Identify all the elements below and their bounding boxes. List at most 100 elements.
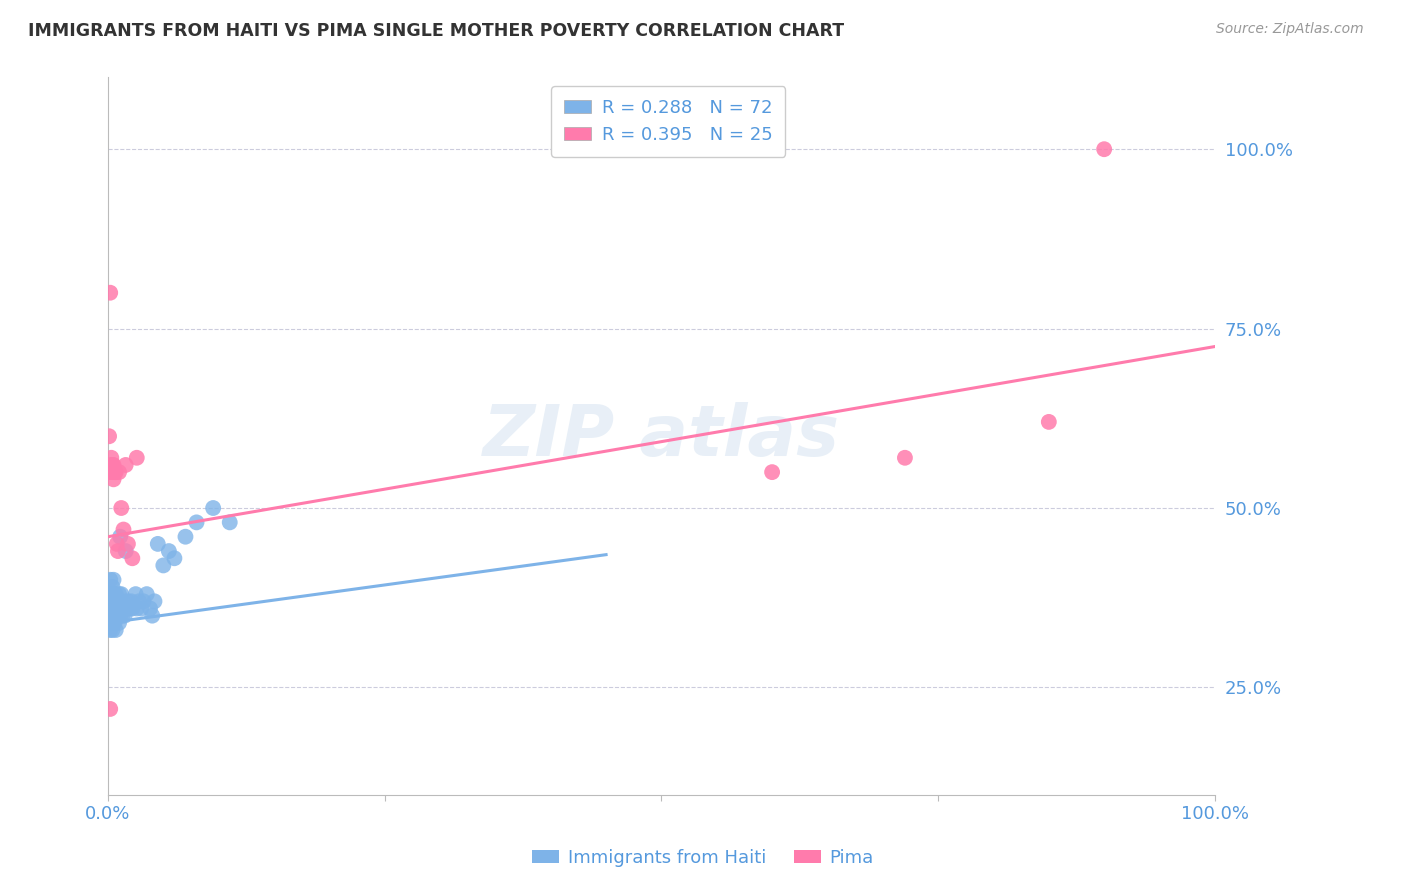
Point [121, 601, 143, 615]
Point [120, 601, 142, 615]
Point [125, 601, 148, 615]
Point [115, 601, 138, 615]
Point [139, 601, 162, 615]
Point [108, 601, 131, 615]
Point [107, 544, 129, 558]
Point [101, 601, 124, 615]
Point [101, 623, 124, 637]
Legend: Immigrants from Haiti, Pima: Immigrants from Haiti, Pima [524, 842, 882, 874]
Point [135, 587, 157, 601]
Point [103, 594, 125, 608]
Point [152, 558, 174, 573]
Point [107, 601, 129, 615]
Point [98, 594, 121, 608]
Point [103, 587, 125, 601]
Point [761, 465, 783, 479]
Point [103, 601, 125, 615]
Point [98, 285, 121, 300]
Point [110, 587, 132, 601]
Text: Source: ZipAtlas.com: Source: ZipAtlas.com [1216, 22, 1364, 37]
Point [105, 594, 128, 608]
Point [112, 523, 135, 537]
Point [107, 594, 129, 608]
Point [98, 623, 121, 637]
Point [114, 544, 136, 558]
Point [132, 594, 155, 608]
Point [163, 551, 186, 566]
Point [110, 601, 132, 615]
Point [108, 465, 131, 479]
Point [98, 573, 121, 587]
Point [108, 530, 131, 544]
Point [1038, 415, 1060, 429]
Point [100, 458, 122, 472]
Point [104, 601, 127, 615]
Point [104, 608, 127, 623]
Point [98, 465, 121, 479]
Point [101, 580, 124, 594]
Point [105, 608, 128, 623]
Point [103, 608, 125, 623]
Point [100, 587, 122, 601]
Point [103, 615, 125, 630]
Point [108, 615, 131, 630]
Point [157, 544, 180, 558]
Point [143, 594, 166, 608]
Point [101, 458, 124, 472]
Point [104, 594, 127, 608]
Point [104, 608, 127, 623]
Point [104, 465, 127, 479]
Point [117, 537, 139, 551]
Point [104, 623, 127, 637]
Point [108, 587, 131, 601]
Legend: R = 0.288   N = 72, R = 0.395   N = 25: R = 0.288 N = 72, R = 0.395 N = 25 [551, 87, 785, 157]
Point [1092, 142, 1115, 156]
Point [98, 615, 121, 630]
Point [174, 530, 197, 544]
Point [101, 608, 124, 623]
Point [100, 608, 122, 623]
Point [103, 573, 125, 587]
Point [202, 501, 225, 516]
Point [103, 472, 125, 486]
Point [146, 537, 169, 551]
Point [120, 594, 142, 608]
Point [98, 702, 121, 716]
Point [103, 458, 125, 472]
Point [100, 601, 122, 615]
Point [98, 608, 121, 623]
Point [121, 551, 143, 566]
Point [124, 587, 146, 601]
Text: IMMIGRANTS FROM HAITI VS PIMA SINGLE MOTHER POVERTY CORRELATION CHART: IMMIGRANTS FROM HAITI VS PIMA SINGLE MOT… [28, 22, 844, 40]
Point [104, 601, 127, 615]
Point [218, 516, 240, 530]
Point [129, 601, 152, 615]
Point [128, 594, 150, 608]
Point [117, 594, 139, 608]
Point [125, 450, 148, 465]
Point [108, 608, 131, 623]
Point [894, 450, 917, 465]
Point [112, 601, 135, 615]
Point [98, 608, 121, 623]
Point [105, 601, 128, 615]
Point [104, 615, 127, 630]
Point [100, 450, 122, 465]
Point [110, 501, 132, 516]
Point [105, 537, 128, 551]
Point [141, 608, 163, 623]
Text: ZIP atlas: ZIP atlas [482, 401, 839, 471]
Point [98, 587, 121, 601]
Point [100, 615, 122, 630]
Point [111, 608, 134, 623]
Point [101, 594, 124, 608]
Point [98, 429, 121, 443]
Point [107, 608, 129, 623]
Point [186, 516, 208, 530]
Point [111, 594, 134, 608]
Point [114, 458, 136, 472]
Point [104, 587, 127, 601]
Point [101, 465, 124, 479]
Point [114, 608, 136, 623]
Point [98, 601, 121, 615]
